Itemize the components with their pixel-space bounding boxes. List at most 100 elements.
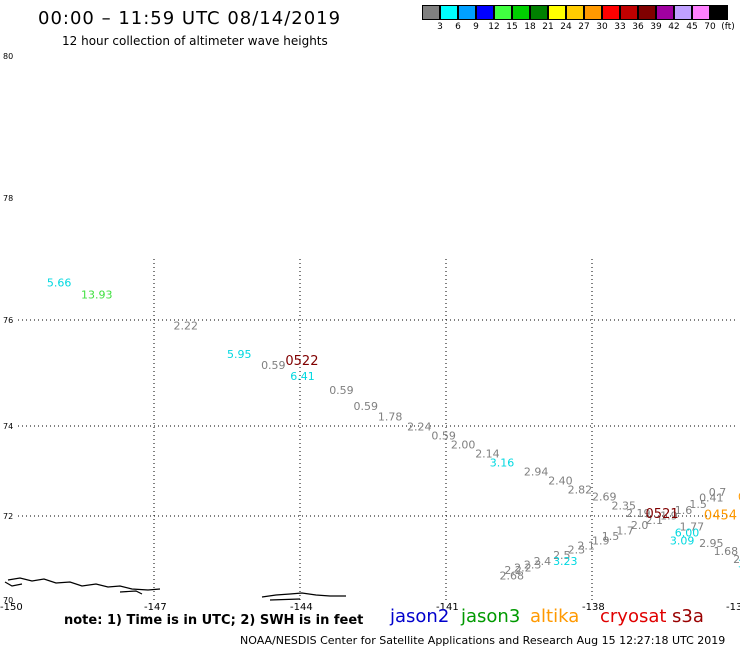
legend-label: 9 bbox=[473, 22, 479, 32]
legend-swatch bbox=[584, 5, 602, 20]
legend-label: 12 bbox=[488, 22, 500, 32]
wave-height-label: 0.59 bbox=[261, 359, 286, 372]
legend-unit: (ft) bbox=[721, 22, 735, 32]
wave-height-label: 0.59 bbox=[354, 400, 379, 413]
legend-label: 70 bbox=[704, 22, 716, 32]
satellite-name-jason2: jason2 bbox=[390, 606, 450, 627]
wave-height-observations: 2.220.590.590.591.782.240.592.002.142.94… bbox=[47, 276, 740, 582]
legend-swatch bbox=[566, 5, 584, 20]
wave-height-label: 2.19 bbox=[626, 507, 651, 520]
color-legend-labels: 3 6 9 12 15 18 21 24 27 30 33 36 39 42 45 70 (ft) bbox=[422, 22, 740, 34]
wave-height-label: 2.69 bbox=[592, 490, 617, 503]
longitude-tick-label: -147 bbox=[144, 602, 167, 613]
wave-height-label: 2.94 bbox=[524, 466, 549, 479]
wave-height-label: 0.59 bbox=[329, 384, 354, 397]
legend-swatch bbox=[530, 5, 548, 20]
longitude-tick-label: -13 bbox=[726, 602, 740, 613]
legend-swatch bbox=[692, 5, 710, 20]
wave-height-label: 1.7 bbox=[616, 524, 634, 537]
wave-height-label: 2.95 bbox=[699, 537, 724, 550]
legend-swatch bbox=[638, 5, 656, 20]
longitude-tick-label: -150 bbox=[0, 602, 23, 613]
wave-height-label: 2.1 bbox=[577, 540, 595, 553]
wave-height-label: 0522 bbox=[285, 354, 318, 369]
latitude-tick-label: 76 bbox=[3, 316, 13, 325]
wave-height-label: 1.78 bbox=[378, 411, 403, 424]
legend-label: 39 bbox=[650, 22, 662, 32]
legend-swatch bbox=[548, 5, 566, 20]
wave-height-label: 2.3 bbox=[568, 544, 586, 557]
wave-height-label: 0454 bbox=[704, 508, 737, 523]
wave-height-label: 1.5 bbox=[689, 498, 707, 511]
wave-height-label: 3.04 bbox=[738, 557, 740, 570]
latitude-tick-label: 80 bbox=[3, 52, 13, 61]
wave-height-label: 1.9 bbox=[660, 509, 678, 522]
legend-swatch bbox=[512, 5, 530, 20]
wave-height-label: 2.2 bbox=[514, 561, 532, 574]
satellite-name-jason3: jason3 bbox=[461, 606, 521, 627]
legend-swatch bbox=[440, 5, 458, 20]
legend-swatch bbox=[494, 5, 512, 20]
wave-height-label: 3.09 bbox=[670, 535, 695, 548]
color-legend bbox=[422, 5, 728, 20]
wave-height-label: 2.68 bbox=[500, 570, 525, 583]
legend-label: 27 bbox=[578, 22, 590, 32]
wave-height-label: 1.77 bbox=[680, 520, 705, 533]
legend-label: 15 bbox=[506, 22, 518, 32]
wave-height-label: 2.24 bbox=[407, 421, 432, 434]
longitude-tick-label: -141 bbox=[436, 602, 459, 613]
graticule bbox=[18, 259, 738, 600]
wave-height-label: 0.7 bbox=[709, 486, 727, 499]
wave-height-label: 0 bbox=[738, 490, 740, 503]
coastline bbox=[4, 577, 346, 601]
wave-height-label: 5.95 bbox=[227, 348, 252, 361]
wave-height-label: 2 bbox=[733, 553, 740, 566]
longitude-tick-label: -138 bbox=[582, 602, 605, 613]
wave-height-label: 3.16 bbox=[490, 457, 515, 470]
wave-height-label: 0521 bbox=[646, 507, 679, 522]
legend-label: 6 bbox=[455, 22, 461, 32]
wave-height-label: 0.59 bbox=[431, 430, 456, 443]
latitude-tick-label: 70 bbox=[3, 596, 13, 605]
legend-swatch bbox=[656, 5, 674, 20]
legend-label: 36 bbox=[632, 22, 644, 32]
map-subtitle: 12 hour collection of altimeter wave hei… bbox=[62, 34, 328, 48]
wave-height-label: 2.5 bbox=[553, 549, 571, 562]
legend-label: 21 bbox=[542, 22, 554, 32]
wave-height-label: 1.5 bbox=[602, 530, 620, 543]
wave-height-label: 2.2 bbox=[504, 564, 522, 577]
wave-height-label: 6.00 bbox=[675, 527, 700, 540]
wave-height-label: 2.3 bbox=[524, 558, 542, 571]
wave-height-label: 2.22 bbox=[173, 320, 198, 333]
coastline-west bbox=[4, 577, 161, 595]
legend-label: 30 bbox=[596, 22, 608, 32]
wave-height-label: 2.35 bbox=[611, 499, 636, 512]
legend-label: 3 bbox=[437, 22, 443, 32]
map-title: 00:00 – 11:59 UTC 08/14/2019 bbox=[38, 8, 342, 29]
legend-swatch bbox=[710, 5, 728, 20]
coastline-east bbox=[261, 592, 346, 601]
longitude-tick-label: -144 bbox=[290, 602, 313, 613]
legend-swatch bbox=[674, 5, 692, 20]
wave-height-label: 2.82 bbox=[568, 484, 593, 497]
wave-height-label: 3.23 bbox=[553, 555, 578, 568]
axis-labels: -150 -147 -144 -141 -138 -13 80 78 76 74 72 70 bbox=[0, 52, 740, 613]
legend-label: 18 bbox=[524, 22, 536, 32]
latitude-tick-label: 74 bbox=[3, 422, 13, 431]
wave-height-label: 0.41 bbox=[699, 492, 724, 505]
legend-swatch bbox=[476, 5, 494, 20]
units-note: note: 1) Time is in UTC; 2) SWH is in fe… bbox=[64, 613, 364, 628]
satellite-name-s3a: s3a bbox=[672, 606, 704, 627]
wave-height-label: 6.41 bbox=[290, 370, 315, 383]
wave-height-label: 1.9 bbox=[592, 535, 610, 548]
legend-swatch bbox=[458, 5, 476, 20]
wave-height-label: 5.66 bbox=[47, 276, 72, 289]
legend-swatch bbox=[422, 5, 440, 20]
wave-height-label: 2.00 bbox=[451, 439, 476, 452]
latitude-tick-label: 72 bbox=[3, 512, 13, 521]
legend-label: 42 bbox=[668, 22, 680, 32]
wave-height-label: 2.4 bbox=[534, 555, 552, 568]
legend-swatch bbox=[620, 5, 638, 20]
legend-label: 24 bbox=[560, 22, 572, 32]
